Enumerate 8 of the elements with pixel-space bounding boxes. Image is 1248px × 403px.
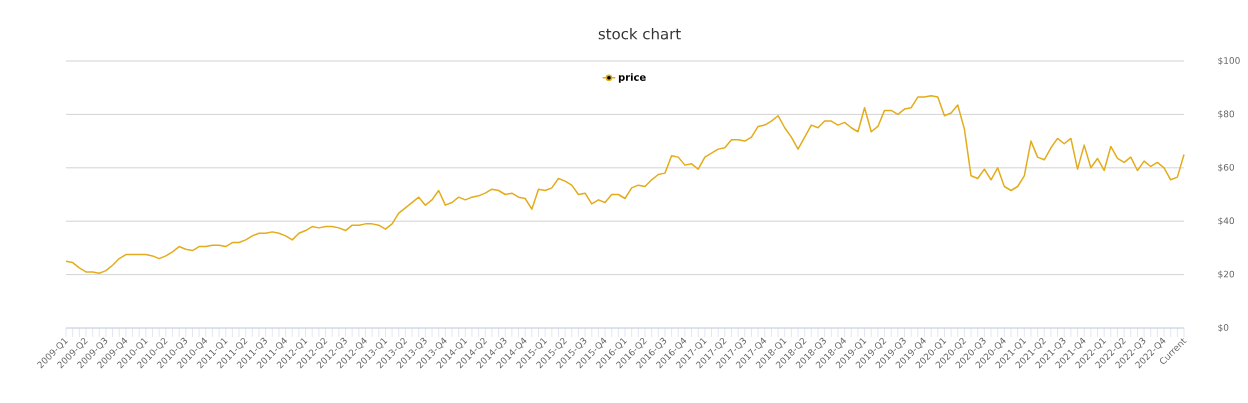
legend-label: price xyxy=(618,73,646,83)
y-tick-label: $80 xyxy=(1218,110,1235,119)
y-tick-label: $20 xyxy=(1218,270,1235,279)
chart-title: stock chart xyxy=(598,27,681,40)
y-tick-label: $40 xyxy=(1218,217,1235,226)
y-tick-label: $60 xyxy=(1218,163,1235,172)
y-tick-label: $100 xyxy=(1218,56,1240,66)
y-tick-label: $0 xyxy=(1218,323,1229,333)
